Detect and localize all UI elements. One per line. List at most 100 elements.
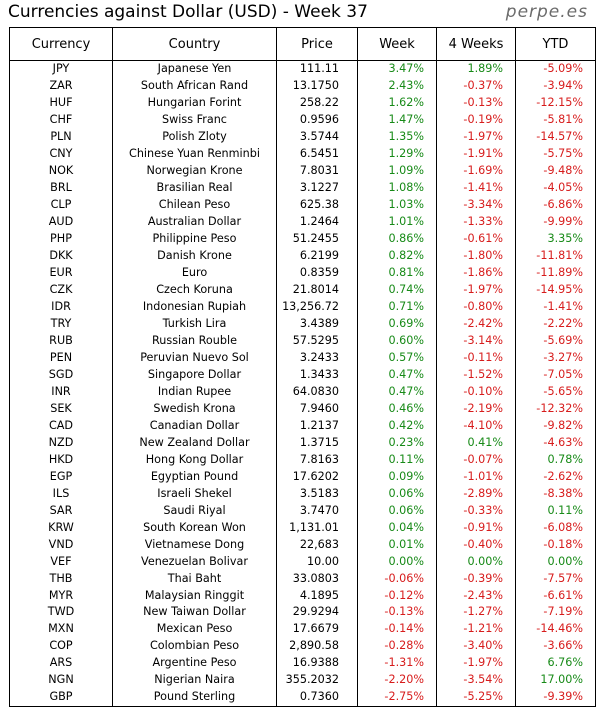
ytd-change-cell: -6.08% xyxy=(515,519,596,537)
four-week-change-cell: -1.86% xyxy=(436,264,516,282)
price-cell: 4.1895 xyxy=(276,587,358,604)
price-cell: 17.6202 xyxy=(276,468,358,486)
column-header-ytd: YTD xyxy=(515,27,596,61)
currency-code-cell: PLN xyxy=(9,128,113,146)
week-change-cell: 0.57% xyxy=(357,349,437,367)
week-change-cell: 0.81% xyxy=(357,264,437,282)
currency-code-cell: BRL xyxy=(9,179,113,197)
four-week-change-cell: -3.34% xyxy=(436,196,516,214)
country-cell: Peruvian Nuevo Sol xyxy=(112,349,277,367)
price-cell: 0.8359 xyxy=(276,264,358,282)
table-row: CHF Swiss Franc 0.9596 1.47% -0.19% -5.81% xyxy=(9,111,596,129)
currency-code-cell: HUF xyxy=(9,94,113,112)
page-title: Currencies against Dollar (USD) - Week 3… xyxy=(8,2,368,22)
country-cell: Argentine Peso xyxy=(112,654,277,672)
price-cell: 0.9596 xyxy=(276,111,358,129)
country-cell: Norwegian Krone xyxy=(112,162,277,180)
ytd-change-cell: -5.81% xyxy=(515,111,596,129)
week-change-cell: -0.28% xyxy=(357,637,437,655)
week-change-cell: -0.06% xyxy=(357,570,437,588)
table-row: GBP Pound Sterling 0.7360 -2.75% -5.25% -9.39… xyxy=(9,688,596,707)
price-cell: 0.7360 xyxy=(276,688,358,707)
price-cell: 64.0830 xyxy=(276,383,358,401)
currency-code-cell: INR xyxy=(9,383,113,401)
currency-code-cell: IDR xyxy=(9,298,113,316)
four-week-change-cell: -1.21% xyxy=(436,620,516,638)
four-week-change-cell: -0.39% xyxy=(436,570,516,588)
week-change-cell: 0.06% xyxy=(357,485,437,503)
column-header-price: Price xyxy=(276,27,358,61)
table-row: PLN Polish Zloty 3.5744 1.35% -1.97% -14.57% xyxy=(9,128,596,146)
brand-logo: perpe.es xyxy=(505,2,588,22)
ytd-change-cell: -0.18% xyxy=(515,536,596,554)
four-week-change-cell: 1.89% xyxy=(436,60,516,78)
price-cell: 16.9388 xyxy=(276,654,358,672)
currency-code-cell: GBP xyxy=(9,688,113,707)
ytd-change-cell: -7.05% xyxy=(515,366,596,384)
country-cell: Egyptian Pound xyxy=(112,468,277,486)
country-cell: Chilean Peso xyxy=(112,196,277,214)
week-change-cell: 1.09% xyxy=(357,162,437,180)
currency-code-cell: PEN xyxy=(9,349,113,367)
four-week-change-cell: -1.80% xyxy=(436,247,516,265)
price-cell: 3.4389 xyxy=(276,315,358,333)
four-week-change-cell: -1.97% xyxy=(436,281,516,299)
ytd-change-cell: -6.61% xyxy=(515,587,596,604)
table-row: EGP Egyptian Pound 17.6202 0.09% -1.01% -2.62… xyxy=(9,468,596,486)
country-cell: South African Rand xyxy=(112,77,277,95)
currency-code-cell: TWD xyxy=(9,604,113,621)
week-change-cell: -0.13% xyxy=(357,604,437,621)
country-cell: New Zealand Dollar xyxy=(112,434,277,452)
week-change-cell: 2.43% xyxy=(357,77,437,95)
table-row: CAD Canadian Dollar 1.2137 0.42% -4.10% -9.82… xyxy=(9,417,596,435)
price-cell: 7.8031 xyxy=(276,162,358,180)
table-row: COP Colombian Peso 2,890.58 -0.28% -3.40% -3.… xyxy=(9,637,596,655)
week-change-cell: 1.29% xyxy=(357,145,437,163)
price-cell: 13.1750 xyxy=(276,77,358,95)
price-cell: 3.2433 xyxy=(276,349,358,367)
week-change-cell: 1.62% xyxy=(357,94,437,112)
week-change-cell: 0.86% xyxy=(357,230,437,248)
four-week-change-cell: -1.33% xyxy=(436,213,516,231)
week-change-cell: -1.31% xyxy=(357,654,437,672)
country-cell: Nigerian Naira xyxy=(112,671,277,689)
price-cell: 3.5183 xyxy=(276,485,358,503)
price-cell: 1.2137 xyxy=(276,417,358,435)
four-week-change-cell: -1.01% xyxy=(436,468,516,486)
country-cell: Czech Koruna xyxy=(112,281,277,299)
week-change-cell: 0.42% xyxy=(357,417,437,435)
table-row: ILS Israeli Shekel 3.5183 0.06% -2.89% -8.38% xyxy=(9,485,596,503)
country-cell: Colombian Peso xyxy=(112,637,277,655)
four-week-change-cell: 0.41% xyxy=(436,434,516,452)
four-week-change-cell: 0.00% xyxy=(436,553,516,571)
price-cell: 1,131.01 xyxy=(276,519,358,537)
country-cell: Russian Rouble xyxy=(112,332,277,350)
price-cell: 22,683 xyxy=(276,536,358,554)
table-row: RUB Russian Rouble 57.5295 0.60% -3.14% -5.69… xyxy=(9,332,596,350)
currency-code-cell: KRW xyxy=(9,519,113,537)
currency-code-cell: SAR xyxy=(9,502,113,520)
table-row: PHP Philippine Peso 51.2455 0.86% -0.61% 3.35… xyxy=(9,230,596,248)
table-row: VEF Venezuelan Bolivar 10.00 0.00% 0.00% 0.00… xyxy=(9,553,596,571)
four-week-change-cell: -4.10% xyxy=(436,417,516,435)
table-row: SGD Singapore Dollar 1.3433 0.47% -1.52% -7.0… xyxy=(9,366,596,384)
price-cell: 3.7470 xyxy=(276,502,358,520)
ytd-change-cell: -5.69% xyxy=(515,332,596,350)
price-cell: 6.2199 xyxy=(276,247,358,265)
four-week-change-cell: -1.91% xyxy=(436,145,516,163)
column-header-4-weeks: 4 Weeks xyxy=(436,27,516,61)
week-change-cell: 0.04% xyxy=(357,519,437,537)
currency-code-cell: RUB xyxy=(9,332,113,350)
currency-code-cell: THB xyxy=(9,570,113,588)
price-cell: 10.00 xyxy=(276,553,358,571)
country-cell: New Taiwan Dollar xyxy=(112,604,277,621)
currency-code-cell: TRY xyxy=(9,315,113,333)
table-header-row: Currency Country Price Week 4 Weeks YTD xyxy=(9,27,596,61)
currency-code-cell: CLP xyxy=(9,196,113,214)
ytd-change-cell: -14.46% xyxy=(515,620,596,638)
four-week-change-cell: -0.19% xyxy=(436,111,516,129)
table-row: NOK Norwegian Krone 7.8031 1.09% -1.69% -9.48… xyxy=(9,162,596,180)
country-cell: Israeli Shekel xyxy=(112,485,277,503)
ytd-change-cell: -2.22% xyxy=(515,315,596,333)
currency-code-cell: EUR xyxy=(9,264,113,282)
